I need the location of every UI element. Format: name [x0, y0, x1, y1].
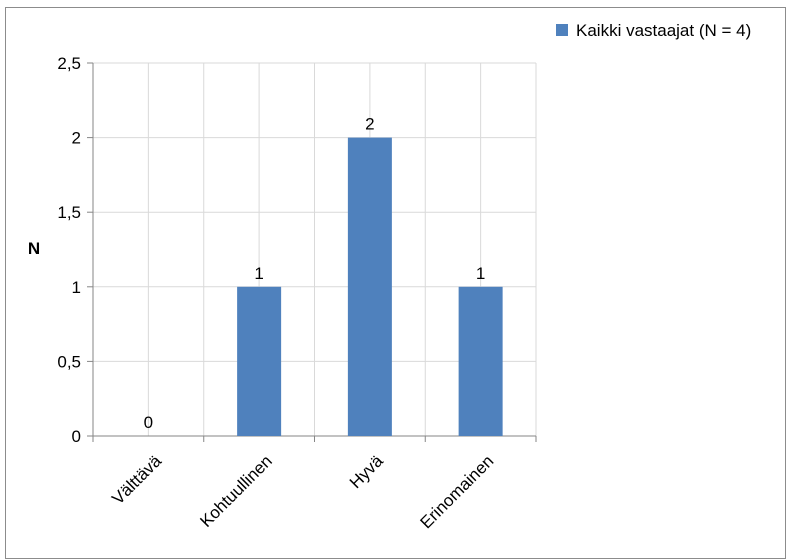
y-tick-labels: 0 0,5 1 1,5 2 2,5: [57, 54, 81, 446]
bars: [237, 137, 503, 436]
data-label: 1: [476, 264, 485, 283]
legend: Kaikki vastaajat (N = 4): [556, 21, 751, 40]
x-tick-label: Erinomainen: [417, 451, 498, 532]
y-tick-label: 0,5: [57, 352, 81, 371]
bar-hyvä: [347, 137, 392, 436]
y-tick-label: 1,5: [57, 203, 81, 222]
y-tick-label: 1: [72, 278, 81, 297]
x-tick-labels: Välttävä Kohtuullinen Hyvä Erinomainen: [108, 451, 497, 532]
y-tick-label: 0: [72, 427, 81, 446]
x-tick-label: Kohtuullinen: [196, 451, 276, 531]
y-axis-title: N: [28, 239, 40, 258]
legend-label: Kaikki vastaajat (N = 4): [576, 21, 751, 40]
data-label: 0: [144, 413, 153, 432]
legend-swatch: [556, 24, 568, 36]
data-labels: 0 1 2 1: [144, 115, 486, 432]
y-tick-label: 2,5: [57, 54, 81, 73]
data-label: 1: [254, 264, 263, 283]
bar-erinomainen: [458, 286, 503, 436]
x-tick-label: Hyvä: [346, 451, 387, 492]
chart-frame: [5, 7, 786, 559]
data-label: 2: [365, 115, 374, 134]
bar-kohtuullinen: [237, 286, 282, 436]
x-tick-label: Välttävä: [108, 451, 165, 508]
y-tick-label: 2: [72, 129, 81, 148]
